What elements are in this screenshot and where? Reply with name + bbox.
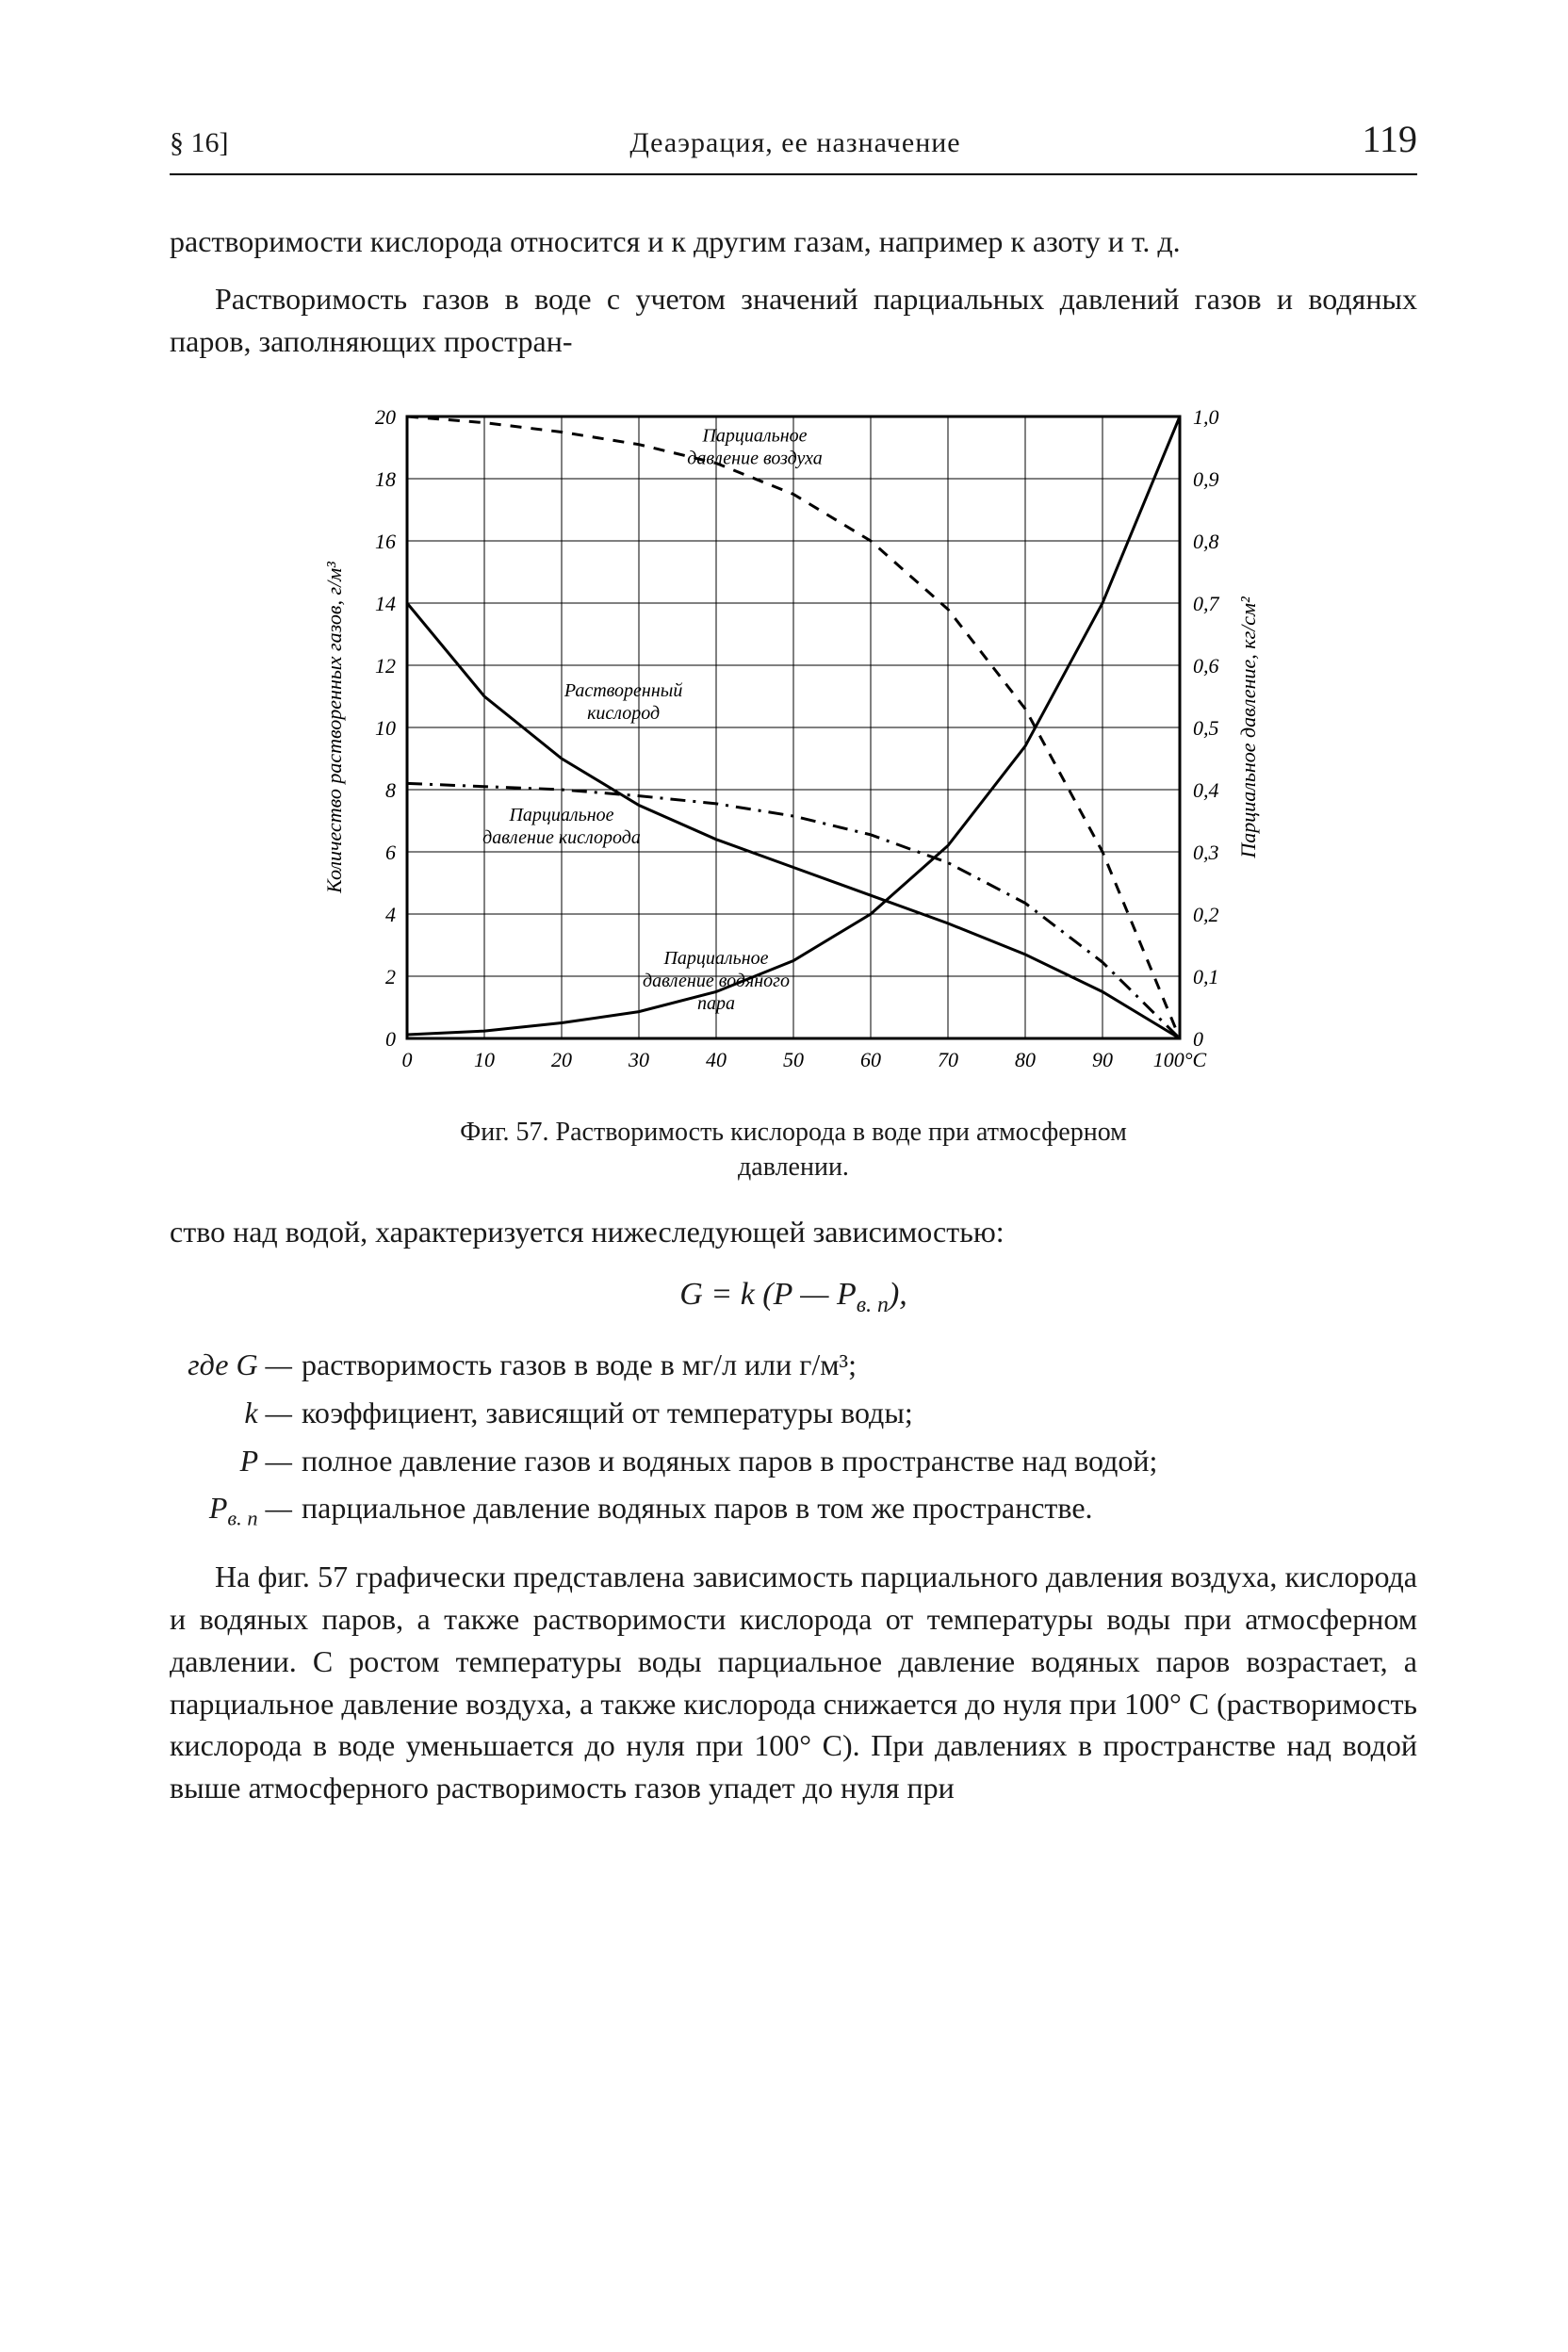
svg-text:0: 0	[402, 1048, 413, 1071]
running-title: Деаэрация, ее назначение	[229, 123, 1363, 163]
running-head: § 16] Деаэрация, ее назначение 119	[170, 113, 1417, 175]
formula: G = k (P — Pв. п),	[170, 1272, 1417, 1321]
svg-text:0,1: 0,1	[1193, 965, 1219, 988]
paragraph-1: растворимости кислорода относится и к др…	[170, 220, 1417, 263]
caption-line2: давлении.	[738, 1152, 849, 1182]
def-row-Pvp: Pв. п — парциальное давление водяных пар…	[170, 1487, 1417, 1533]
svg-text:0,4: 0,4	[1193, 778, 1219, 802]
svg-text:2: 2	[385, 965, 396, 988]
svg-text:0,6: 0,6	[1193, 654, 1219, 678]
svg-text:Парциальное: Парциальное	[701, 426, 807, 447]
svg-text:давление воздуха: давление воздуха	[687, 449, 822, 469]
definitions: где G — растворимость газов в воде в мг/…	[170, 1344, 1417, 1533]
svg-text:Парциальное: Парциальное	[662, 948, 768, 969]
svg-text:0,2: 0,2	[1193, 903, 1219, 926]
svg-text:0,5: 0,5	[1193, 716, 1219, 740]
svg-text:70: 70	[938, 1048, 958, 1071]
svg-text:пара: пара	[697, 993, 735, 1014]
figure-57: 0102030405060708090100°C0246810121416182…	[170, 388, 1417, 1184]
paragraph-4: На фиг. 57 графически представлена завис…	[170, 1556, 1417, 1809]
svg-text:0: 0	[385, 1027, 396, 1051]
svg-text:50: 50	[783, 1048, 804, 1071]
formula-sub: в. п	[857, 1293, 889, 1317]
def-row-G: где G — растворимость газов в воде в мг/…	[170, 1344, 1417, 1386]
svg-text:Парциальное давление, кг/см²: Парциальное давление, кг/см²	[1236, 596, 1260, 859]
svg-text:0,7: 0,7	[1193, 592, 1220, 615]
svg-text:16: 16	[375, 530, 396, 553]
paragraph-3: ство над водой, характеризуется нижеслед…	[170, 1211, 1417, 1253]
svg-text:10: 10	[375, 716, 396, 740]
svg-text:100°C: 100°C	[1153, 1048, 1207, 1071]
formula-tail: ),	[889, 1277, 907, 1312]
svg-text:0: 0	[1193, 1027, 1203, 1051]
def-sym: где G —	[170, 1344, 302, 1386]
svg-text:Парциальное: Парциальное	[508, 805, 613, 825]
def-text: парциальное давление водяных паров в том…	[302, 1487, 1417, 1533]
section-label: § 16]	[170, 123, 229, 163]
svg-text:давление водяного: давление водяного	[643, 971, 790, 991]
figure-caption: Фиг. 57. Растворимость кислорода в воде …	[170, 1116, 1417, 1184]
svg-text:20: 20	[551, 1048, 572, 1071]
def-text: коэффициент, зависящий от температуры во…	[302, 1392, 1417, 1434]
svg-text:18: 18	[375, 467, 396, 491]
figure-57-svg: 0102030405060708090100°C0246810121416182…	[294, 388, 1293, 1104]
def-text: полное давление газов и водяных паров в …	[302, 1440, 1417, 1482]
svg-text:Количество растворенных газов,: Количество растворенных газов, г/м³	[322, 562, 346, 894]
svg-text:0,8: 0,8	[1193, 530, 1219, 553]
def-row-k: k — коэффициент, зависящий от температур…	[170, 1392, 1417, 1434]
page-number: 119	[1362, 113, 1417, 166]
def-row-P: P — полное давление газов и водяных паро…	[170, 1440, 1417, 1482]
svg-text:Растворенный: Растворенный	[564, 680, 682, 701]
svg-text:1,0: 1,0	[1193, 405, 1219, 429]
svg-text:0,9: 0,9	[1193, 467, 1219, 491]
svg-text:кислород: кислород	[587, 703, 660, 724]
svg-text:4: 4	[385, 903, 396, 926]
svg-text:давление кислорода: давление кислорода	[482, 827, 641, 848]
svg-text:8: 8	[385, 778, 396, 802]
formula-main: G = k (P — P	[679, 1277, 857, 1312]
svg-text:20: 20	[375, 405, 396, 429]
svg-text:60: 60	[860, 1048, 881, 1071]
def-text: растворимость газов в воде в мг/л или г/…	[302, 1344, 1417, 1386]
caption-line1: Фиг. 57. Растворимость кислорода в воде …	[460, 1118, 1127, 1147]
paragraph-2: Растворимость газов в воде с учетом знач…	[170, 278, 1417, 363]
svg-text:14: 14	[375, 592, 396, 615]
svg-text:0,3: 0,3	[1193, 841, 1219, 864]
svg-text:40: 40	[706, 1048, 727, 1071]
svg-text:12: 12	[375, 654, 396, 678]
svg-text:80: 80	[1015, 1048, 1036, 1071]
svg-text:10: 10	[474, 1048, 495, 1071]
def-sym: k —	[170, 1392, 302, 1434]
svg-text:90: 90	[1092, 1048, 1113, 1071]
def-sym: Pв. п —	[170, 1487, 302, 1533]
page: § 16] Деаэрация, ее назначение 119 раств…	[0, 0, 1568, 2352]
svg-text:30: 30	[628, 1048, 649, 1071]
svg-text:6: 6	[385, 841, 396, 864]
def-sym: P —	[170, 1440, 302, 1482]
